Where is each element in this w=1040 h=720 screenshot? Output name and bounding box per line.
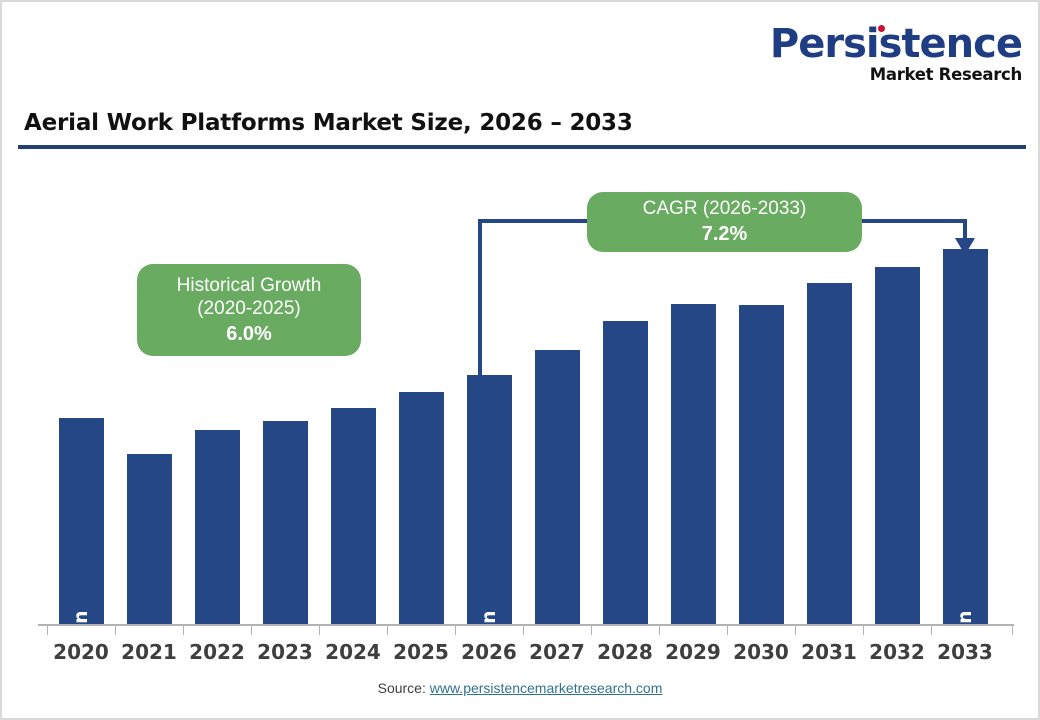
brand-logo: Persistence Market Research bbox=[769, 21, 1023, 84]
x-axis-tick bbox=[931, 624, 932, 635]
bar-2026: US$ 13.3 Bn bbox=[467, 375, 512, 624]
source-prefix: Source: bbox=[377, 680, 430, 696]
logo-wordmark: Persistence bbox=[769, 21, 1023, 67]
bar-2028 bbox=[603, 321, 648, 624]
bar-2033: US$ 21.6 Bn bbox=[943, 249, 988, 624]
cagr-callout: CAGR (2026-2033) 7.2% bbox=[587, 192, 862, 252]
bar-2031 bbox=[807, 283, 852, 624]
x-axis-tick bbox=[183, 624, 184, 635]
x-axis-label-2024: 2024 bbox=[325, 640, 381, 664]
x-axis-label-2025: 2025 bbox=[393, 640, 449, 664]
x-axis-tick bbox=[727, 624, 728, 635]
x-axis-label-2021: 2021 bbox=[121, 640, 177, 664]
x-axis-label-2022: 2022 bbox=[189, 640, 245, 664]
bar-2023 bbox=[263, 421, 308, 624]
x-axis-tick bbox=[795, 624, 796, 635]
x-axis-label-2023: 2023 bbox=[257, 640, 313, 664]
bar-2021 bbox=[127, 454, 172, 624]
bar-2025 bbox=[399, 392, 444, 624]
x-axis-label-2030: 2030 bbox=[733, 640, 789, 664]
x-axis-label-2028: 2028 bbox=[597, 640, 653, 664]
x-axis-tick bbox=[863, 624, 864, 635]
bar-2020: US$ 9.4 Bn bbox=[59, 418, 104, 624]
x-axis-label-2033: 2033 bbox=[937, 640, 993, 664]
x-axis-label-2031: 2031 bbox=[801, 640, 857, 664]
x-axis-label-2026: 2026 bbox=[461, 640, 517, 664]
historical-growth-line1: Historical Growth bbox=[176, 274, 322, 296]
bar-2032 bbox=[875, 267, 920, 624]
red-dot-icon bbox=[877, 25, 885, 32]
bar-2030 bbox=[739, 305, 784, 624]
x-axis-label-2027: 2027 bbox=[529, 640, 585, 664]
historical-growth-line2: (2020-2025) bbox=[197, 297, 301, 319]
x-axis-label-2020: 2020 bbox=[53, 640, 109, 664]
x-axis-label-2029: 2029 bbox=[665, 640, 721, 664]
x-axis-tick bbox=[115, 624, 116, 635]
source-line: Source: www.persistencemarketresearch.co… bbox=[2, 680, 1038, 696]
x-axis-label-2032: 2032 bbox=[869, 640, 925, 664]
bar-2022 bbox=[195, 430, 240, 624]
x-axis-tick bbox=[1012, 624, 1013, 635]
x-axis-tick bbox=[591, 624, 592, 635]
bar-value-label-2026: US$ 13.3 Bn bbox=[479, 610, 500, 624]
x-axis-tick bbox=[659, 624, 660, 635]
cagr-value: 7.2% bbox=[701, 223, 748, 246]
page-title: Aerial Work Platforms Market Size, 2026 … bbox=[24, 110, 633, 136]
x-axis-tick bbox=[47, 624, 48, 635]
bar-2029 bbox=[671, 304, 716, 624]
x-axis-tick bbox=[455, 624, 456, 635]
logo-wordmark-text: Persistence bbox=[769, 21, 1023, 67]
source-url-link[interactable]: www.persistencemarketresearch.com bbox=[429, 680, 663, 696]
x-axis-tick bbox=[319, 624, 320, 635]
x-axis-tick bbox=[387, 624, 388, 635]
cagr-line1: CAGR (2026-2033) bbox=[642, 198, 807, 220]
x-axis-tick bbox=[523, 624, 524, 635]
x-axis-tick bbox=[251, 624, 252, 635]
bar-2027 bbox=[535, 350, 580, 624]
title-divider bbox=[18, 145, 1026, 149]
historical-growth-callout: Historical Growth (2020-2025) 6.0% bbox=[137, 264, 361, 356]
bar-value-label-2033: US$ 21.6 Bn bbox=[955, 610, 976, 624]
x-axis-line bbox=[38, 624, 1014, 626]
bar-2024 bbox=[331, 408, 376, 624]
historical-growth-value: 6.0% bbox=[226, 322, 272, 345]
logo-tagline: Market Research bbox=[869, 65, 1023, 84]
bar-value-label-2020: US$ 9.4 Bn bbox=[71, 610, 92, 624]
